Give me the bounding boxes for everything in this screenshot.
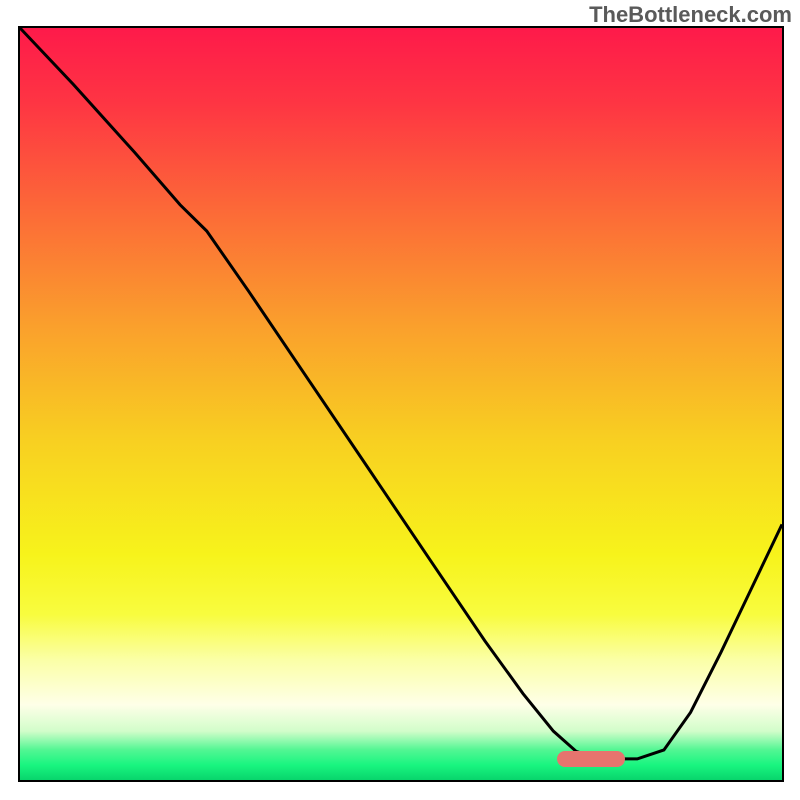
chart-curve xyxy=(20,28,782,780)
watermark-text: TheBottleneck.com xyxy=(589,2,792,28)
chart-frame xyxy=(18,26,784,782)
optimal-range-marker xyxy=(557,751,625,767)
